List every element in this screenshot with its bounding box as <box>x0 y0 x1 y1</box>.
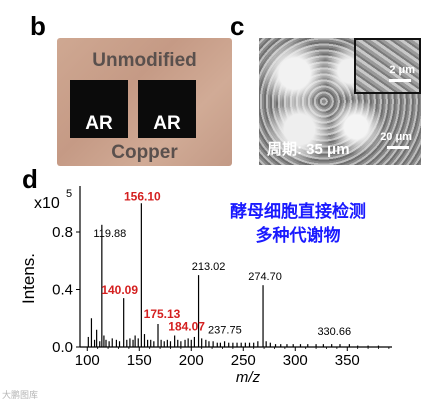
y-tick-label: 0.0 <box>52 339 73 356</box>
inset-scale-label: 2 μm <box>389 64 415 76</box>
x-axis-label: m/z <box>236 369 261 386</box>
x-tick-label: 350 <box>335 352 360 369</box>
y-axis-label: Intens. <box>19 253 38 304</box>
peak-label: 237.75 <box>208 325 242 337</box>
peak-label: 184.07 <box>168 320 205 334</box>
copper-sample-photo: Unmodified AR AR Copper <box>57 38 232 166</box>
peak-label: 274.70 <box>248 271 282 283</box>
panel-letter-c: c <box>230 11 245 41</box>
x-tick-label: 100 <box>75 352 100 369</box>
peak-label: 213.02 <box>192 261 226 273</box>
period-label: 周期: 35 μm <box>267 141 350 158</box>
scale-label: 20 μm <box>380 131 412 143</box>
peak-label: 119.88 <box>93 228 126 240</box>
chinese-annotation-line-2: 多种代谢物 <box>255 226 341 246</box>
peak-label: 175.13 <box>144 307 181 321</box>
panel-letter-b: b <box>30 11 46 41</box>
copper-label: Copper <box>111 142 178 163</box>
ar-label-left: AR <box>85 113 113 134</box>
y-scale-exponent: 5 <box>66 188 72 200</box>
inset-scale-bar <box>389 79 411 82</box>
peak-label: 330.66 <box>317 326 351 338</box>
x-tick-label: 250 <box>231 352 256 369</box>
sem-inset-image <box>354 38 421 94</box>
panel-letter-d: d <box>22 164 38 194</box>
x-tick-label: 300 <box>283 352 308 369</box>
x-tick-label: 150 <box>127 352 152 369</box>
y-scale-label: x10 <box>34 195 60 212</box>
x-tick-label: 200 <box>179 352 204 369</box>
sem-image: 2 μm 20 μm 周期: 35 μm <box>259 38 421 165</box>
scale-bar <box>387 146 409 149</box>
ar-square-right: AR <box>138 80 196 138</box>
watermark: 大鹏图库 <box>2 390 39 400</box>
unmodified-label: Unmodified <box>92 50 197 71</box>
peak-label: 156.10 <box>124 189 161 203</box>
ar-label-right: AR <box>153 113 181 134</box>
chinese-annotation-line-1: 酵母细胞直接检测 <box>230 202 366 222</box>
peak-label: 140.09 <box>101 283 138 297</box>
y-tick-label: 0.8 <box>52 224 73 241</box>
ar-square-left: AR <box>70 80 128 138</box>
y-tick-label: 0.4 <box>52 282 73 299</box>
